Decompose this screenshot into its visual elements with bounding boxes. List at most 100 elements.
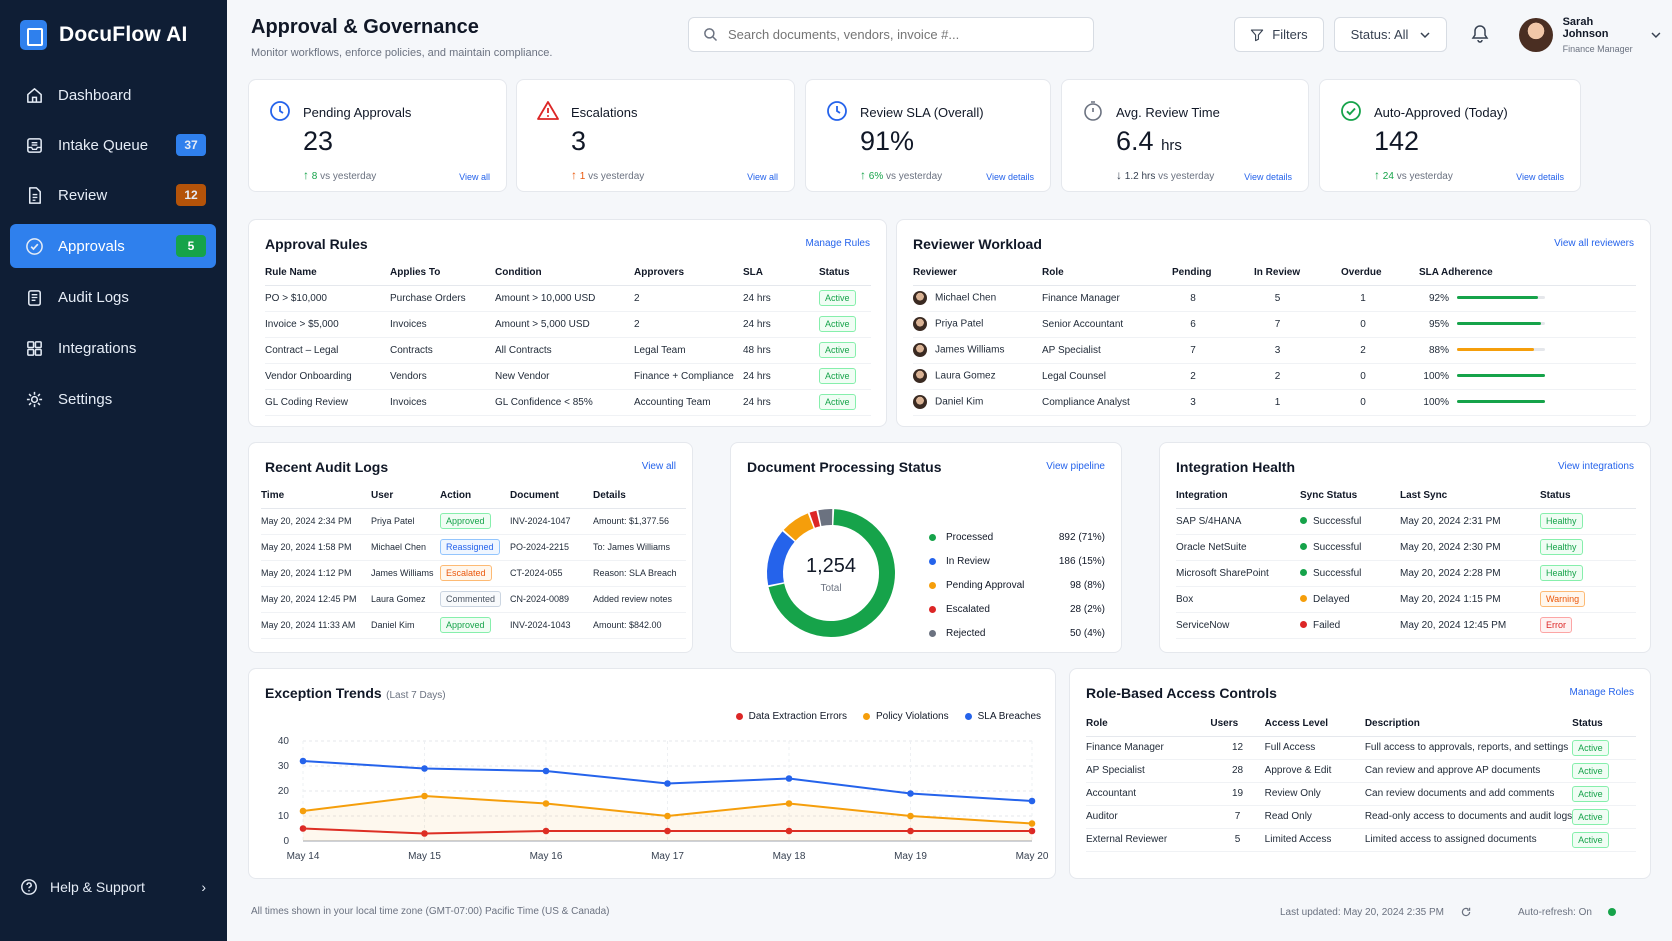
table-row[interactable]: Box Delayed May 20, 2024 1:15 PM Warning xyxy=(1176,586,1636,613)
column-header[interactable]: Status xyxy=(819,261,871,286)
search-input[interactable] xyxy=(728,27,1058,42)
table-row[interactable]: Vendor Onboarding Vendors New Vendor Financ… xyxy=(265,363,871,390)
data-point[interactable] xyxy=(421,792,428,800)
view-all-reviewers-link[interactable]: View all reviewers xyxy=(1554,238,1634,249)
column-header[interactable]: SLA xyxy=(743,261,819,286)
sidebar-item-review[interactable]: Review 12 xyxy=(10,173,216,217)
data-point[interactable] xyxy=(785,827,793,835)
column-header[interactable]: Sync Status xyxy=(1300,484,1400,509)
table-row[interactable]: Contract – Legal Contracts All Contracts Le… xyxy=(265,337,871,364)
kpi-link[interactable]: View details xyxy=(1516,172,1564,182)
legend-item[interactable]: Data Extraction Errors xyxy=(735,711,847,722)
kpi-link[interactable]: View details xyxy=(1244,172,1292,182)
column-header[interactable]: In Review xyxy=(1254,261,1341,286)
sidebar-item-settings[interactable]: Settings xyxy=(10,377,216,421)
column-header[interactable]: Applies To xyxy=(390,261,495,286)
table-row[interactable]: Finance Manager 12 Full Access Full access … xyxy=(1086,736,1636,760)
column-header[interactable]: Users xyxy=(1210,712,1265,737)
table-row[interactable]: Invoice > $5,000 Invoices Amount > 5,000 U… xyxy=(265,311,871,338)
data-point[interactable] xyxy=(1028,797,1036,805)
data-point[interactable] xyxy=(1028,820,1036,827)
data-point[interactable] xyxy=(785,800,793,807)
data-point[interactable] xyxy=(1028,827,1036,835)
data-point[interactable] xyxy=(907,812,914,820)
data-point[interactable] xyxy=(299,825,307,832)
table-row[interactable]: May 20, 2024 1:58 PM Michael Chen Reassi… xyxy=(261,534,686,561)
status-filter-select[interactable]: Status: All xyxy=(1334,17,1447,52)
data-point[interactable] xyxy=(299,757,307,765)
table-row[interactable]: May 20, 2024 11:33 AM Daniel Kim Approve… xyxy=(261,612,686,639)
sidebar-item-integrations[interactable]: Integrations xyxy=(10,326,216,370)
table-row[interactable]: ServiceNow Failed May 20, 2024 12:45 PM … xyxy=(1176,612,1636,639)
column-header[interactable]: Overdue xyxy=(1341,261,1419,286)
table-row[interactable]: Accountant 19 Review Only Can review docume… xyxy=(1086,782,1636,806)
donut-slice-pending-approval[interactable] xyxy=(783,513,814,541)
column-header[interactable]: Access Level xyxy=(1264,712,1365,737)
column-header[interactable]: Role xyxy=(1086,712,1211,737)
column-header[interactable]: Rule Name xyxy=(265,261,390,286)
table-row[interactable]: GL Coding Review Invoices GL Confidence < … xyxy=(265,389,871,416)
donut-slice-in-review[interactable] xyxy=(767,531,795,586)
data-point[interactable] xyxy=(664,827,671,835)
column-header[interactable]: Role xyxy=(1042,261,1172,286)
data-point[interactable] xyxy=(542,827,550,835)
manage-rules-link[interactable]: Manage Rules xyxy=(805,238,870,249)
table-row[interactable]: May 20, 2024 12:45 PM Laura Gomez Commen… xyxy=(261,586,686,613)
table-row[interactable]: May 20, 2024 1:12 PM James Williams Esca… xyxy=(261,560,686,587)
column-header[interactable]: SLA Adherence xyxy=(1419,261,1636,286)
sidebar-item-dashboard[interactable]: Dashboard xyxy=(10,73,216,117)
donut-slice-escalated[interactable] xyxy=(809,510,821,528)
data-point[interactable] xyxy=(421,765,428,772)
table-row[interactable]: PO > $10,000 Purchase Orders Amount > 10,0… xyxy=(265,285,871,312)
column-header[interactable]: Description xyxy=(1364,712,1573,737)
user-menu[interactable]: Sarah Johnson Finance Manager xyxy=(1519,16,1661,54)
data-point[interactable] xyxy=(785,775,793,782)
column-header[interactable]: User xyxy=(371,484,440,509)
column-header[interactable]: Last Sync xyxy=(1400,484,1540,509)
table-row[interactable]: External Reviewer 5 Limited Access Limited … xyxy=(1086,828,1636,852)
sidebar-item-intake-queue[interactable]: Intake Queue 37 xyxy=(10,123,216,167)
kpi-link[interactable]: View details xyxy=(986,172,1034,182)
data-point[interactable] xyxy=(907,827,914,835)
sidebar-item-audit-logs[interactable]: Audit Logs xyxy=(10,275,216,319)
table-row[interactable]: James Williams AP Specialist 7 3 2 88% xyxy=(913,337,1636,364)
data-point[interactable] xyxy=(542,767,550,775)
view-integrations-link[interactable]: View integrations xyxy=(1558,461,1634,472)
column-header[interactable]: Reviewer xyxy=(913,261,1042,286)
column-header[interactable]: Pending xyxy=(1172,261,1254,286)
column-header[interactable]: Condition xyxy=(495,261,634,286)
table-row[interactable]: May 20, 2024 2:34 PM Priya Patel Approve… xyxy=(261,508,686,535)
table-row[interactable]: AP Specialist 28 Approve & Edit Can review … xyxy=(1086,759,1636,783)
column-header[interactable]: Time xyxy=(261,484,371,509)
data-point[interactable] xyxy=(421,830,428,837)
data-point[interactable] xyxy=(664,780,671,787)
data-point[interactable] xyxy=(664,812,671,820)
table-row[interactable]: Oracle NetSuite Successful May 20, 2024 … xyxy=(1176,534,1636,561)
donut-slice-rejected[interactable] xyxy=(818,509,833,527)
table-row[interactable]: Daniel Kim Compliance Analyst 3 1 0 100% xyxy=(913,389,1636,416)
data-point[interactable] xyxy=(299,807,307,815)
legend-item[interactable]: SLA Breaches xyxy=(964,711,1041,722)
search-box[interactable] xyxy=(688,17,1094,52)
column-header[interactable]: Details xyxy=(593,484,686,509)
kpi-link[interactable]: View all xyxy=(459,172,490,182)
view-all-audit-link[interactable]: View all xyxy=(641,461,676,472)
column-header[interactable]: Status xyxy=(1572,712,1636,737)
kpi-link[interactable]: View all xyxy=(747,172,778,182)
table-row[interactable]: Laura Gomez Legal Counsel 2 2 0 100% xyxy=(913,363,1636,390)
refresh-icon[interactable] xyxy=(1460,906,1472,918)
column-header[interactable]: Integration xyxy=(1176,484,1300,509)
data-point[interactable] xyxy=(907,790,914,797)
legend-item[interactable]: Policy Violations xyxy=(862,711,949,722)
manage-roles-link[interactable]: Manage Roles xyxy=(1569,687,1634,698)
data-point[interactable] xyxy=(542,800,550,807)
donut-slice-processed[interactable] xyxy=(768,509,895,637)
table-row[interactable]: Auditor 7 Read Only Read-only access to doc… xyxy=(1086,805,1636,829)
column-header[interactable]: Status xyxy=(1540,484,1636,509)
column-header[interactable]: Approvers xyxy=(634,261,743,286)
sidebar-item-approvals[interactable]: Approvals 5 xyxy=(10,224,216,268)
app-logo[interactable]: DocuFlow AI xyxy=(20,20,188,50)
table-row[interactable]: Microsoft SharePoint Successful May 20, … xyxy=(1176,560,1636,587)
filters-button[interactable]: Filters xyxy=(1234,17,1324,52)
table-row[interactable]: Michael Chen Finance Manager 8 5 1 92% xyxy=(913,285,1636,312)
